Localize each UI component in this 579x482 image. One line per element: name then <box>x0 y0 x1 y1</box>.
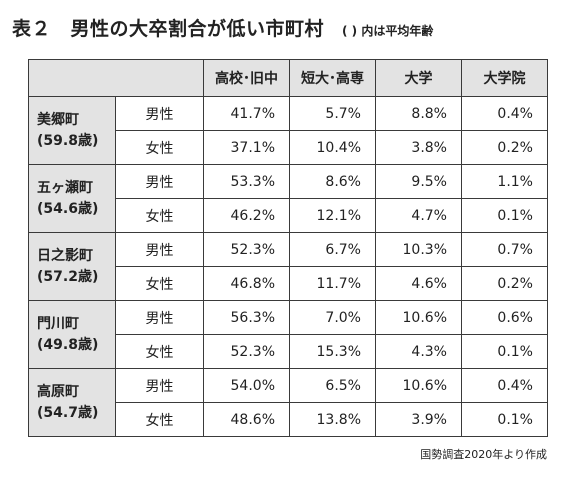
value-cell: 0.6% <box>461 300 548 335</box>
town-cell: 日之影町 (57.2歳) <box>28 232 116 301</box>
value-cell: 0.4% <box>461 96 548 131</box>
value-cell: 6.7% <box>289 232 376 267</box>
value-cell: 1.1% <box>461 164 548 199</box>
gender-label-male: 男性 <box>115 96 204 131</box>
town-average-age: (59.8歳) <box>37 132 99 149</box>
table-body: 美郷町 (59.8歳) 男性 41.7% 5.7% 8.8% 0.4% 女性 37.1% 10.4… <box>28 96 548 437</box>
value-cell: 0.1% <box>461 402 548 437</box>
town-name: 門川町 <box>37 315 79 332</box>
gender-label-male: 男性 <box>115 300 204 335</box>
value-cell: 52.3% <box>203 232 290 267</box>
source-footnote: 国勢調査2020年より作成 <box>420 448 547 461</box>
gender-label-female: 女性 <box>115 130 204 165</box>
town-name: 日之影町 <box>37 247 93 264</box>
table-row: 女性 52.3% 15.3% 4.3% 0.1% <box>29 334 548 369</box>
page-title: 表２ 男性の大卒割合が低い市町村 <box>12 18 325 40</box>
value-cell: 56.3% <box>203 300 290 335</box>
town-cell: 門川町 (49.8歳) <box>28 300 116 369</box>
town-average-age: (54.6歳) <box>37 200 99 217</box>
value-cell: 48.6% <box>203 402 290 437</box>
value-cell: 3.8% <box>375 130 462 165</box>
value-cell: 10.6% <box>375 300 462 335</box>
value-cell: 4.7% <box>375 198 462 233</box>
value-cell: 46.2% <box>203 198 290 233</box>
value-cell: 54.0% <box>203 368 290 403</box>
value-cell: 10.3% <box>375 232 462 267</box>
table-title-block: 表２ 男性の大卒割合が低い市町村 ( ) 内は平均年齢 <box>12 14 433 44</box>
value-cell: 5.7% <box>289 96 376 131</box>
value-cell: 0.4% <box>461 368 548 403</box>
title-note: ( ) 内は平均年齢 <box>342 24 434 38</box>
value-cell: 7.0% <box>289 300 376 335</box>
value-cell: 0.2% <box>461 130 548 165</box>
town-average-age: (54.7歳) <box>37 404 99 421</box>
header-row: 高校･旧中 短大･高専 大学 大学院 <box>28 59 548 97</box>
column-header: 大学 <box>375 59 462 97</box>
value-cell: 0.7% <box>461 232 548 267</box>
town-name: 高原町 <box>37 383 79 400</box>
value-cell: 46.8% <box>203 266 290 301</box>
value-cell: 15.3% <box>289 334 376 369</box>
value-cell: 10.4% <box>289 130 376 165</box>
value-cell: 41.7% <box>203 96 290 131</box>
table-row: 高原町 (54.7歳) 男性 54.0% 6.5% 10.6% 0.4% <box>28 368 548 437</box>
table-row: 美郷町 (59.8歳) 男性 41.7% 5.7% 8.8% 0.4% <box>28 96 548 165</box>
town-name: 美郷町 <box>37 111 79 128</box>
table-row: 女性 46.8% 11.7% 4.6% 0.2% <box>29 266 548 301</box>
value-cell: 4.6% <box>375 266 462 301</box>
value-cell: 53.3% <box>203 164 290 199</box>
value-cell: 12.1% <box>289 198 376 233</box>
value-cell: 8.8% <box>375 96 462 131</box>
column-header: 大学院 <box>461 59 548 97</box>
gender-label-male: 男性 <box>115 232 204 267</box>
value-cell: 4.3% <box>375 334 462 369</box>
value-cell: 0.2% <box>461 266 548 301</box>
table-row: 女性 37.1% 10.4% 3.8% 0.2% <box>29 130 548 165</box>
value-cell: 8.6% <box>289 164 376 199</box>
value-cell: 13.8% <box>289 402 376 437</box>
column-header: 高校･旧中 <box>203 59 290 97</box>
gender-label-female: 女性 <box>115 198 204 233</box>
gender-label-female: 女性 <box>115 402 204 437</box>
gender-label-male: 男性 <box>115 368 204 403</box>
table-row: 五ヶ瀬町 (54.6歳) 男性 53.3% 8.6% 9.5% 1.1% <box>28 164 548 233</box>
table-header: 高校･旧中 短大･高専 大学 大学院 <box>28 59 548 97</box>
table-row: 日之影町 (57.2歳) 男性 52.3% 6.7% 10.3% 0.7% <box>28 232 548 301</box>
gender-label-female: 女性 <box>115 266 204 301</box>
town-average-age: (49.8歳) <box>37 336 99 353</box>
value-cell: 10.6% <box>375 368 462 403</box>
town-cell: 五ヶ瀬町 (54.6歳) <box>28 164 116 233</box>
gender-label-female: 女性 <box>115 334 204 369</box>
town-cell: 高原町 (54.7歳) <box>28 368 116 437</box>
value-cell: 6.5% <box>289 368 376 403</box>
table-row: 女性 48.6% 13.8% 3.9% 0.1% <box>29 402 548 437</box>
town-average-age: (57.2歳) <box>37 268 99 285</box>
gender-label-male: 男性 <box>115 164 204 199</box>
value-cell: 0.1% <box>461 334 548 369</box>
town-name: 五ヶ瀬町 <box>37 179 93 196</box>
column-header: 短大･高専 <box>289 59 376 97</box>
value-cell: 37.1% <box>203 130 290 165</box>
value-cell: 0.1% <box>461 198 548 233</box>
header-corner-cell <box>28 59 204 97</box>
town-cell: 美郷町 (59.8歳) <box>28 96 116 165</box>
table-row: 女性 46.2% 12.1% 4.7% 0.1% <box>29 198 548 233</box>
value-cell: 52.3% <box>203 334 290 369</box>
value-cell: 11.7% <box>289 266 376 301</box>
value-cell: 3.9% <box>375 402 462 437</box>
value-cell: 9.5% <box>375 164 462 199</box>
data-table: 高校･旧中 短大･高専 大学 大学院 美郷町 (59.8歳) 男性 41.7% 5.7%… <box>28 59 548 437</box>
table-row: 門川町 (49.8歳) 男性 56.3% 7.0% 10.6% 0.6% <box>28 300 548 369</box>
